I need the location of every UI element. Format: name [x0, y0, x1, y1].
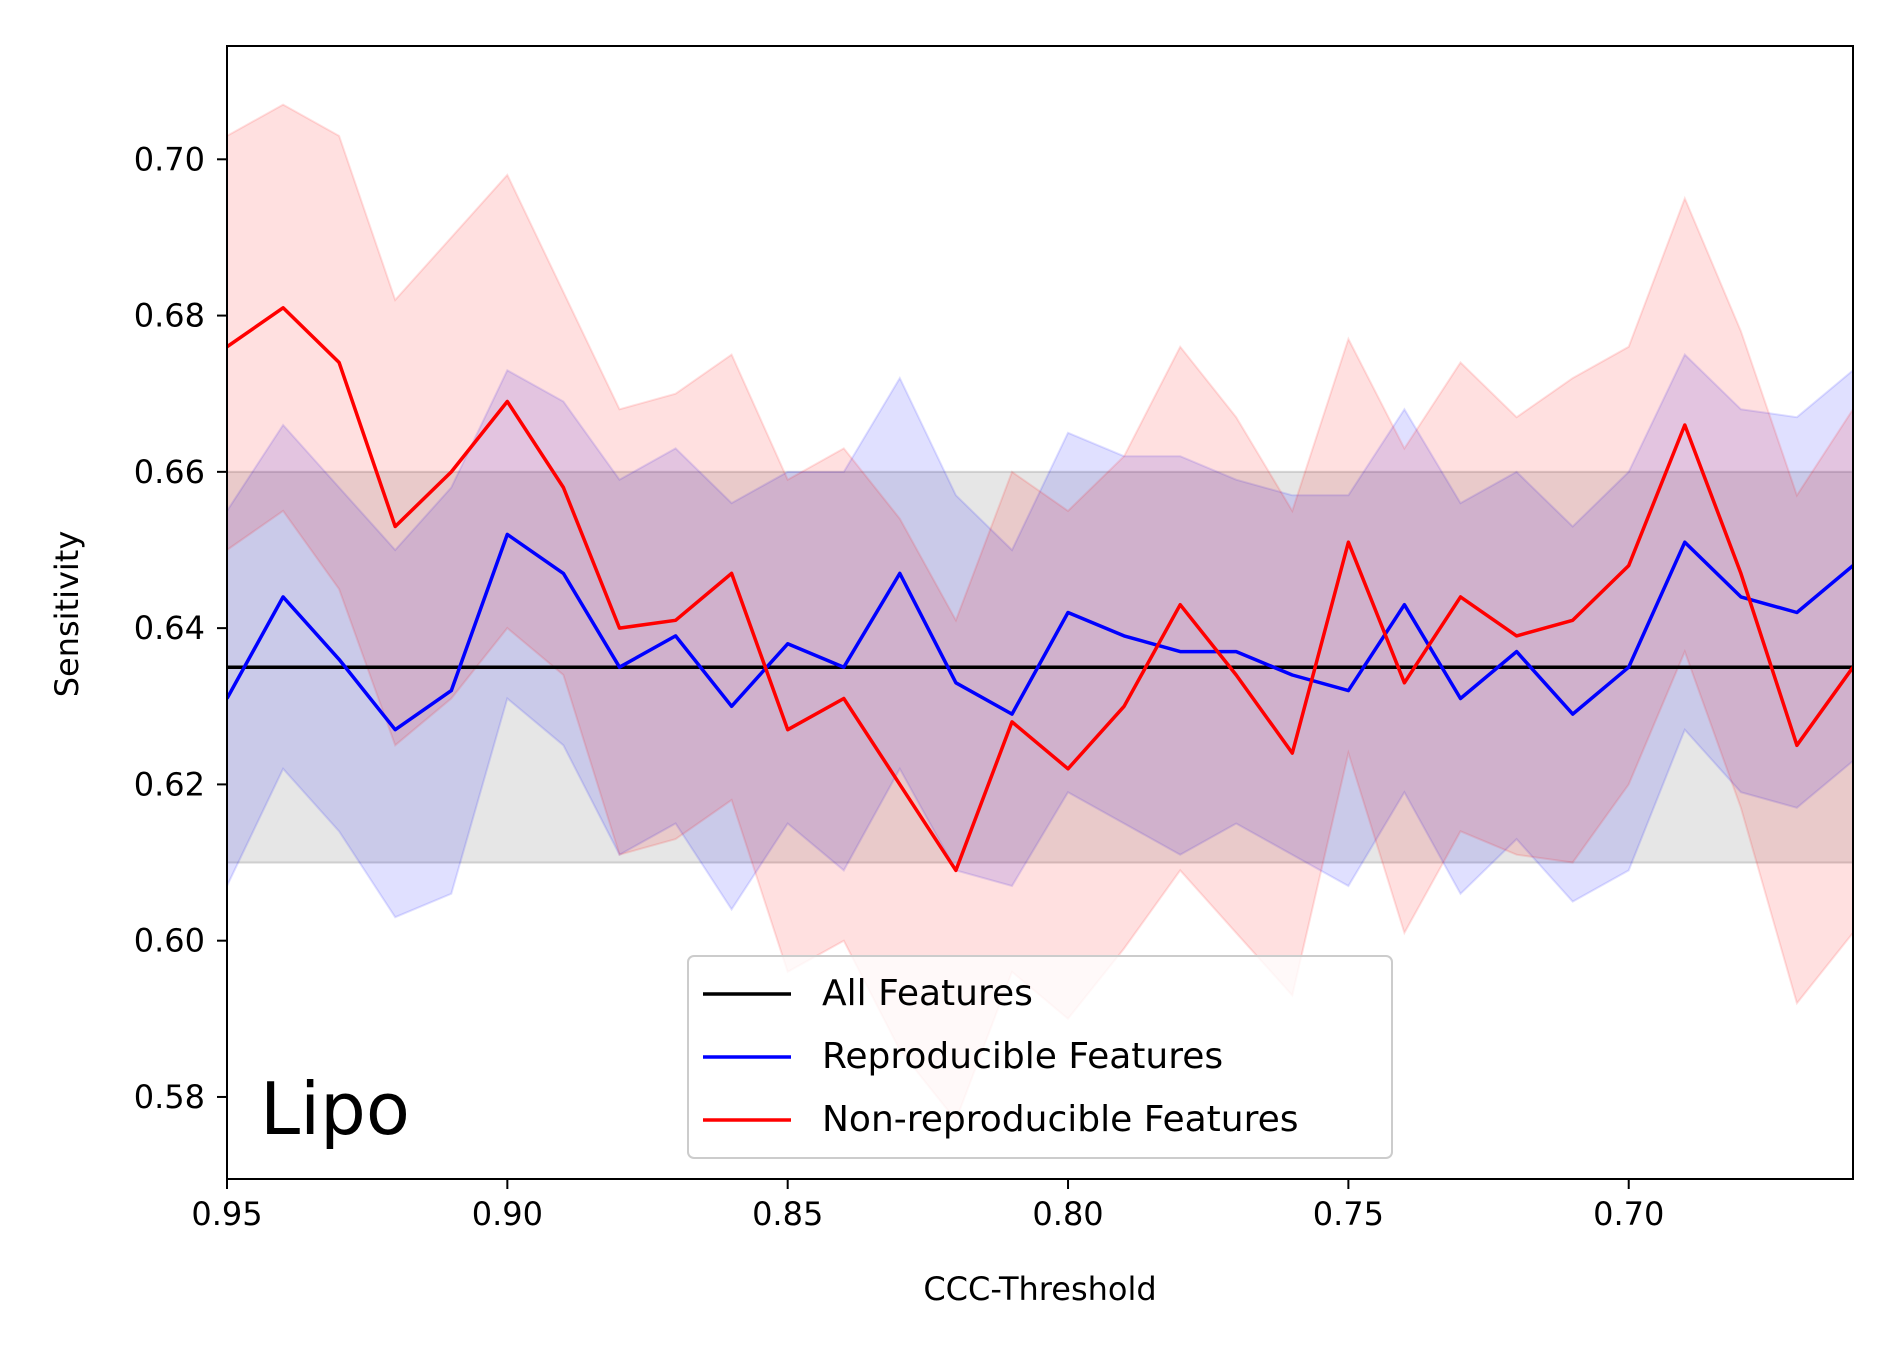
x-axis-ticks: 0.95 0.90 0.85 0.80 0.75 0.70: [191, 1179, 1664, 1233]
legend-label-reproducible-features: Reproducible Features: [822, 1036, 1223, 1077]
y-tick-label: 0.62: [134, 765, 205, 803]
y-tick-label: 0.70: [134, 140, 205, 178]
x-tick-label: 0.80: [1032, 1195, 1103, 1233]
x-tick-label: 0.75: [1313, 1195, 1384, 1233]
reproducible-features-line: [227, 532, 1853, 732]
y-tick-label: 0.60: [134, 922, 205, 960]
non-reproducible-features-band: [227, 103, 1853, 1123]
legend: All Features Reproducible Features Non-rep…: [687, 955, 1393, 1159]
x-tick-label: 0.95: [191, 1195, 262, 1233]
x-tick-label: 0.85: [752, 1195, 823, 1233]
legend-label-all-features: All Features: [822, 973, 1033, 1014]
y-axis-label: Sensitivity: [48, 531, 86, 698]
y-tick-label: 0.64: [134, 609, 205, 647]
y-tick-label: 0.68: [134, 297, 205, 335]
x-tick-label: 0.70: [1593, 1195, 1664, 1233]
y-tick-label: 0.58: [134, 1078, 205, 1116]
legend-label-non-reproducible-features: Non-reproducible Features: [822, 1099, 1299, 1140]
reproducible-features-band: [227, 352, 1853, 919]
y-axis-ticks: 0.58 0.60 0.62 0.64 0.66 0.68 0.70: [134, 140, 227, 1116]
legend-box: [687, 955, 1393, 1159]
y-tick-label: 0.66: [134, 453, 205, 491]
x-axis-label: CCC-Threshold: [923, 1270, 1156, 1308]
panel-annotation: Lipo: [260, 1067, 410, 1151]
x-tick-label: 0.90: [472, 1195, 543, 1233]
plot-frame: [226, 45, 1854, 1180]
non-reproducible-features-line: [227, 306, 1853, 873]
series-lines: [227, 306, 1853, 873]
